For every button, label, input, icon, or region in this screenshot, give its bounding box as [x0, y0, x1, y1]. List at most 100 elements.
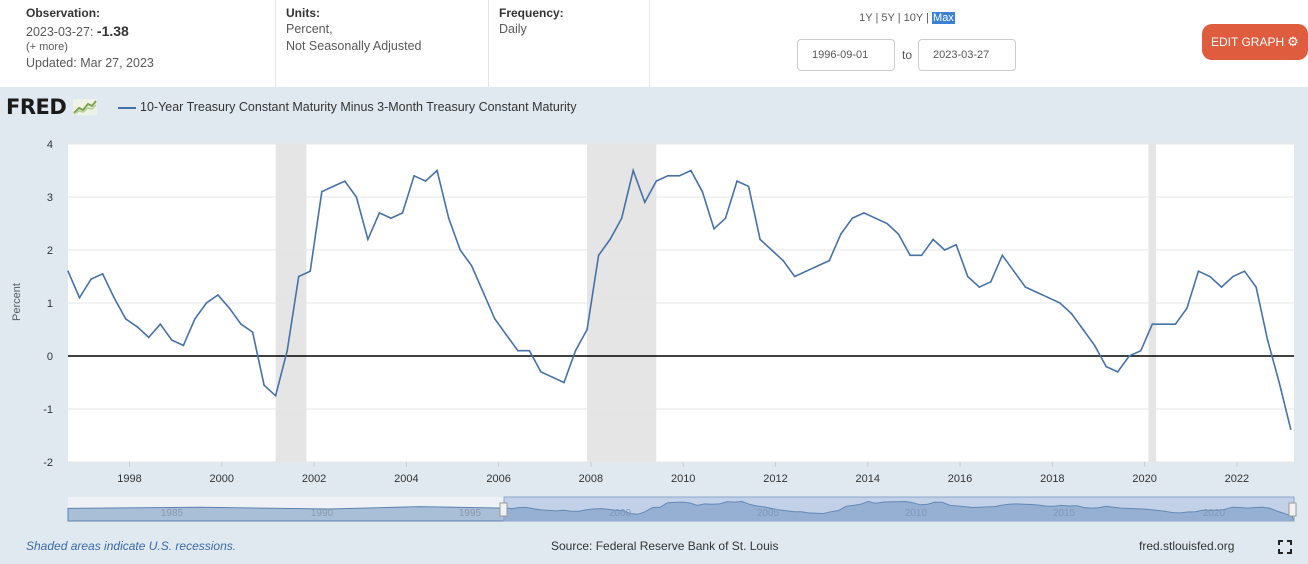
data-point [297, 275, 300, 278]
data-point [851, 217, 854, 219]
data-point [701, 190, 704, 193]
data-point [955, 243, 957, 246]
fullscreen-icon[interactable] [1278, 540, 1292, 554]
navigator-label: 2020 [1203, 508, 1226, 519]
data-point [367, 238, 369, 241]
range-10y[interactable]: 10Y [903, 12, 924, 24]
data-point [470, 265, 473, 267]
data-point [770, 249, 773, 251]
navigator-label: 1990 [311, 508, 334, 519]
navigator-right-handle[interactable] [1288, 502, 1297, 517]
data-point [459, 249, 461, 251]
updated-text: Updated: Mar 27, 2023 [26, 56, 154, 70]
data-point [1209, 275, 1211, 278]
navigator[interactable]: 1985 1990 1995 2000 2005 2010 2015 2020 [67, 496, 1297, 522]
data-point [920, 254, 923, 257]
data-point [1047, 296, 1050, 299]
data-point [747, 185, 750, 188]
x-tick-label: 2022 [1225, 473, 1249, 485]
y-tick-label: -1 [43, 404, 53, 416]
data-point [217, 294, 219, 296]
data-point [713, 228, 715, 230]
y-tick-label: 4 [47, 139, 53, 151]
data-point [897, 233, 900, 235]
data-point [1278, 381, 1280, 384]
data-point [1013, 270, 1015, 272]
data-point [332, 185, 335, 188]
data-point [263, 384, 265, 386]
x-tick-label: 2004 [394, 473, 418, 485]
data-point [1220, 286, 1223, 288]
data-point [309, 270, 312, 272]
units-line2: Not Seasonally Adjusted [286, 39, 422, 53]
data-point [943, 249, 946, 251]
data-point [171, 339, 173, 341]
chart-area[interactable]: 4 3 2 1 0 -1 -2 1998 2000 2002 2004 2006 2008 2010 20… [0, 130, 1308, 530]
navigator-selection[interactable] [503, 496, 1295, 522]
data-point [793, 275, 796, 278]
data-point [344, 180, 346, 182]
data-point [78, 296, 81, 299]
x-tick-label: 2002 [302, 473, 326, 485]
data-point [113, 296, 115, 299]
data-point [1128, 355, 1131, 357]
fred-logo[interactable]: FRED [6, 95, 98, 119]
series-points [67, 169, 1292, 430]
data-point [643, 201, 646, 204]
data-point [528, 349, 531, 352]
data-point [690, 169, 692, 172]
site-link[interactable]: fred.stlouisfed.org [1139, 539, 1235, 553]
data-point [1070, 312, 1073, 315]
data-point [1105, 365, 1107, 368]
x-tick-label: 2000 [210, 473, 234, 485]
units-panel: Units: Percent, Not Seasonally Adjusted [276, 0, 489, 87]
data-point [378, 212, 381, 214]
data-point [609, 238, 611, 241]
navigator-label: 1985 [161, 508, 184, 519]
data-point [563, 381, 565, 384]
data-point [1163, 323, 1165, 325]
source-text: Source: Federal Reserve Bank of St. Loui… [551, 539, 779, 553]
data-point [736, 180, 738, 182]
data-point [1059, 302, 1061, 304]
x-tick-label: 1998 [117, 473, 141, 485]
range-5y[interactable]: 5Y [881, 12, 895, 24]
start-date-input[interactable]: 1996-09-01 [797, 39, 895, 71]
data-point [990, 281, 992, 283]
edit-graph-label: EDIT GRAPH [1211, 35, 1285, 49]
data-point [240, 323, 242, 325]
units-label: Units: [286, 6, 320, 20]
x-tick-label: 2012 [763, 473, 787, 485]
y-tick-label: 3 [47, 192, 53, 204]
data-point [182, 344, 185, 347]
y-tick-label: 1 [47, 298, 53, 310]
data-point [1255, 286, 1257, 288]
data-point [390, 217, 392, 219]
observation-date: 2023-03-27: [26, 25, 94, 39]
to-label: to [902, 48, 913, 62]
x-tick-label: 2008 [579, 473, 603, 485]
data-point [355, 196, 358, 198]
range-1y[interactable]: 1Y [859, 12, 873, 24]
navigator-left-handle[interactable] [499, 502, 508, 517]
recession-note: Shaded areas indicate U.S. recessions. [26, 539, 237, 553]
data-point [1093, 344, 1096, 347]
data-point [413, 175, 415, 177]
range-max[interactable]: Max [932, 12, 955, 24]
data-point [90, 278, 92, 280]
y-tick-label: 0 [47, 351, 53, 363]
data-point [1024, 286, 1027, 288]
data-point [966, 275, 969, 278]
data-point [101, 273, 104, 275]
more-link[interactable]: (+ more) [26, 41, 68, 53]
edit-graph-button[interactable]: EDIT GRAPH ⚙ [1202, 24, 1308, 60]
data-point [1139, 349, 1142, 352]
end-date-input[interactable]: 2023-03-27 [918, 39, 1016, 71]
data-point [1266, 339, 1269, 341]
data-point [620, 217, 623, 219]
data-point [194, 318, 196, 320]
data-point [124, 318, 127, 320]
data-point [1174, 323, 1177, 325]
x-tick-label: 2010 [671, 473, 695, 485]
data-point [447, 217, 450, 219]
